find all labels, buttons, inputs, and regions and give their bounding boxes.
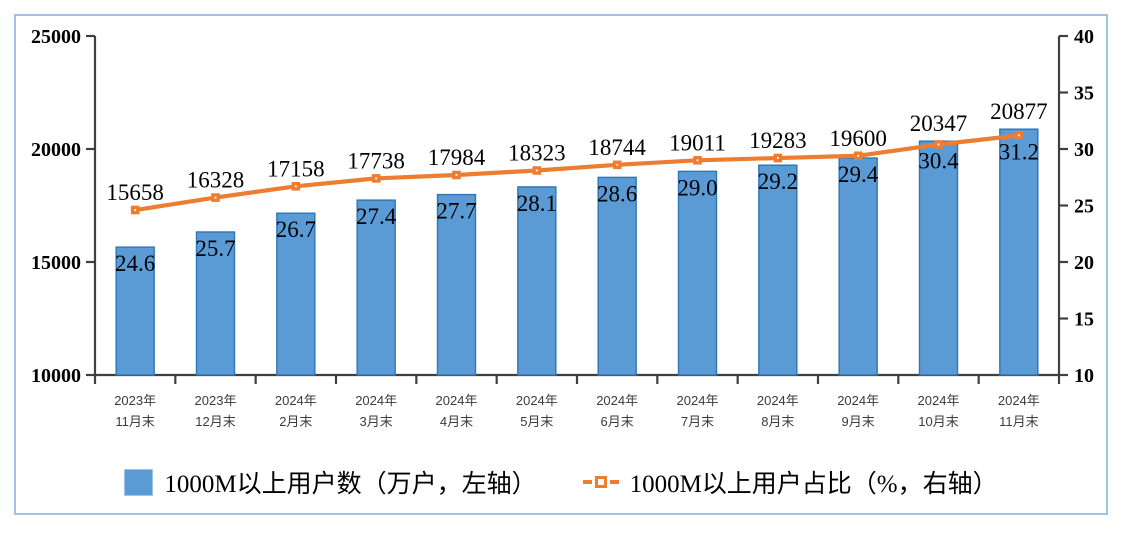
line-marker-3 [371, 174, 381, 183]
bar-2 [276, 212, 316, 376]
bar-value-label-0: 15658 [106, 180, 164, 205]
bar-9 [838, 157, 878, 376]
bar-5 [517, 186, 557, 376]
line-value-label-3: 27.4 [356, 204, 397, 229]
legend-item-label: 1000M以上用户数（万户，左轴） [164, 471, 537, 498]
bar-value-label-2: 17158 [267, 156, 325, 181]
line-marker-6 [612, 160, 622, 170]
legend-bar-swatch-icon [124, 468, 154, 496]
right-axis-tick-label: 30 [1074, 139, 1094, 161]
legend-item-label: 1000M以上用户占比（%，右轴） [629, 471, 998, 498]
category-label-5-line1: 2024年 [516, 393, 558, 408]
left-axis-tick-label: 25000 [31, 26, 81, 48]
category-label-9-line1: 2024年 [837, 393, 879, 408]
right-axis-tick-label: 15 [1074, 309, 1094, 331]
category-label-7-line2: 7月末 [681, 414, 714, 429]
legend-item-bar-series[interactable]: 1000M以上用户数（万户，左轴） [124, 464, 537, 500]
left-axis-tick-label: 15000 [31, 252, 81, 274]
line-value-label-6: 28.6 [597, 181, 637, 206]
bar-value-label-5: 18323 [508, 140, 566, 165]
bar-value-label-11: 20877 [990, 99, 1048, 124]
category-label-2-line2: 2月末 [279, 414, 312, 429]
bar-11 [999, 128, 1039, 376]
line-value-label-9: 29.4 [838, 162, 879, 187]
right-axis-tick-label: 25 [1074, 196, 1094, 218]
category-label-11-line1: 2024年 [998, 393, 1040, 408]
line-marker-4 [452, 170, 461, 180]
line-marker-8 [773, 153, 783, 163]
category-label-10-line1: 2024年 [918, 393, 960, 408]
line-marker-1 [211, 193, 220, 202]
bar-1 [195, 231, 236, 376]
line-value-label-8: 29.2 [758, 169, 798, 194]
category-label-3-line1: 2024年 [355, 393, 397, 408]
line-value-label-1: 25.7 [195, 236, 235, 261]
category-label-5-line2: 5月末 [520, 414, 553, 429]
bar-4 [436, 193, 477, 376]
line-value-label-7: 29.0 [677, 175, 717, 200]
axis-left-and-baseline [93, 36, 1059, 377]
chart-plot-area: 10000 15000 20000 25000 10 15 20 25 30 35 40 15658 1… [31, 26, 1094, 429]
category-label-6-line1: 2024年 [596, 393, 638, 408]
line-value-label-2: 26.7 [276, 217, 316, 242]
legend-item-line-series[interactable]: 1000M以上用户占比（%，右轴） [582, 464, 998, 500]
line-value-label-10: 30.4 [918, 148, 959, 173]
line-value-label-5: 28.1 [517, 191, 557, 216]
line-marker-7 [693, 155, 702, 165]
category-label-8-line2: 8月末 [761, 414, 794, 429]
bar-7 [677, 170, 718, 376]
bar-value-label-9: 19600 [829, 126, 887, 151]
category-label-1-line2: 12月末 [195, 414, 235, 429]
category-label-6-line2: 6月末 [601, 414, 634, 429]
bar-10 [918, 140, 959, 376]
bar-6 [597, 176, 637, 376]
bar-value-label-3: 17738 [347, 148, 405, 173]
bar-value-label-8: 19283 [749, 128, 807, 153]
bar-value-label-4: 17984 [428, 145, 486, 170]
line-value-label-11: 31.2 [999, 139, 1039, 164]
bar-0 [115, 246, 155, 376]
bar-value-label-6: 18744 [588, 135, 646, 160]
right-axis-tick-label: 10 [1074, 365, 1094, 387]
line-marker-9 [853, 151, 863, 161]
category-label-4-line1: 2024年 [436, 393, 478, 408]
chart-container: 10000 15000 20000 25000 10 15 20 25 30 35 40 15658 1… [14, 14, 1108, 515]
category-label-8-line1: 2024年 [757, 393, 799, 408]
category-label-11-line2: 11月末 [999, 414, 1039, 429]
left-axis-tick-label: 20000 [31, 139, 81, 161]
category-label-0-line1: 2023年 [114, 393, 156, 408]
bar-value-label-10: 20347 [910, 111, 968, 136]
category-label-9-line2: 9月末 [842, 414, 875, 429]
chart-legend: 1000M以上用户数（万户，左轴） 1000M以上用户占比（%，右轴） [16, 459, 1106, 505]
category-label-4-line2: 4月末 [440, 414, 473, 429]
category-label-3-line2: 3月末 [360, 414, 393, 429]
bar-value-label-1: 16328 [187, 168, 245, 193]
category-label-0-line2: 11月末 [115, 414, 155, 429]
bar-8 [758, 164, 798, 376]
category-label-1-line1: 2023年 [195, 393, 237, 408]
line-marker-11 [1014, 131, 1024, 140]
right-axis-tick-label: 20 [1074, 252, 1094, 274]
category-label-10-line2: 10月末 [918, 414, 958, 429]
line-marker-5 [532, 166, 542, 175]
legend-line-marker-icon [582, 474, 619, 490]
right-axis-tick-label: 35 [1074, 83, 1094, 105]
bar-3 [356, 199, 396, 376]
line-value-label-4: 27.7 [436, 199, 476, 224]
line-marker-10 [934, 140, 943, 149]
line-value-label-0: 24.6 [115, 251, 155, 276]
line-series-path [133, 133, 1021, 213]
category-label-2-line1: 2024年 [275, 393, 317, 408]
line-marker-2 [291, 181, 301, 191]
bar-value-label-7: 19011 [669, 130, 726, 155]
left-axis-tick-label: 10000 [31, 365, 81, 387]
right-axis-tick-label: 40 [1074, 26, 1094, 48]
category-label-7-line1: 2024年 [677, 393, 719, 408]
line-marker-0 [130, 205, 140, 215]
